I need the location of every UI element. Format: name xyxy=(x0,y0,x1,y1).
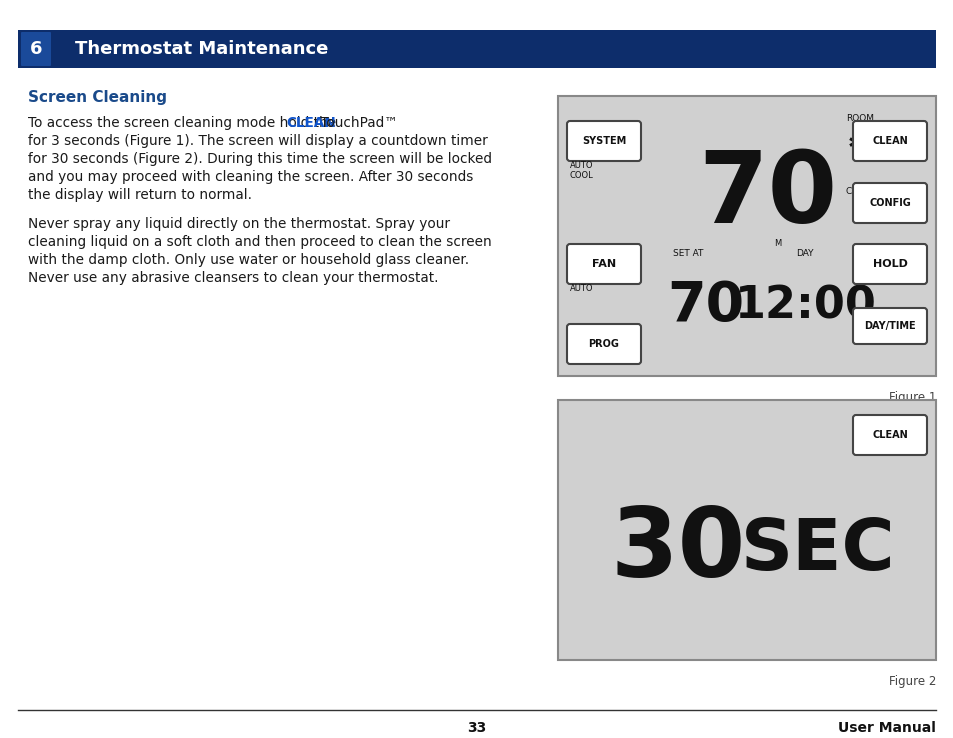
Text: 6: 6 xyxy=(30,40,42,58)
Text: Never use any abrasive cleansers to clean your thermostat.: Never use any abrasive cleansers to clea… xyxy=(28,271,438,285)
Text: 33: 33 xyxy=(467,721,486,735)
Text: and you may proceed with cleaning the screen. After 30 seconds: and you may proceed with cleaning the sc… xyxy=(28,170,473,184)
FancyBboxPatch shape xyxy=(566,121,640,161)
Bar xyxy=(558,400,935,660)
FancyBboxPatch shape xyxy=(566,324,640,364)
Text: 70: 70 xyxy=(667,279,743,333)
Text: cleaning liquid on a soft cloth and then proceed to clean the screen: cleaning liquid on a soft cloth and then… xyxy=(28,235,491,249)
FancyBboxPatch shape xyxy=(852,121,926,161)
FancyBboxPatch shape xyxy=(852,183,926,223)
Text: SET AT: SET AT xyxy=(672,249,702,258)
Text: HOLD: HOLD xyxy=(872,259,906,269)
FancyBboxPatch shape xyxy=(852,244,926,284)
Text: for 3 seconds (Figure 1). The screen will display a countdown timer: for 3 seconds (Figure 1). The screen wil… xyxy=(28,134,487,148)
Text: SEC: SEC xyxy=(740,517,894,585)
Text: DAY: DAY xyxy=(795,249,813,258)
Text: 30: 30 xyxy=(610,504,745,597)
Text: TouchPad™: TouchPad™ xyxy=(315,116,397,130)
Bar xyxy=(18,30,935,68)
FancyBboxPatch shape xyxy=(21,32,51,66)
Text: Thermostat Maintenance: Thermostat Maintenance xyxy=(75,40,328,58)
Text: 12:00: 12:00 xyxy=(735,285,876,328)
Text: the display will return to normal.: the display will return to normal. xyxy=(28,188,252,202)
Text: PROG: PROG xyxy=(588,339,618,349)
Text: PM: PM xyxy=(855,318,867,327)
Text: Never spray any liquid directly on the thermostat. Spray your: Never spray any liquid directly on the t… xyxy=(28,217,450,231)
Text: DAY/TIME: DAY/TIME xyxy=(863,321,915,331)
Text: for 30 seconds (Figure 2). During this time the screen will be locked: for 30 seconds (Figure 2). During this t… xyxy=(28,152,492,166)
Text: AUTO
COOL: AUTO COOL xyxy=(569,161,593,180)
Text: AUTO: AUTO xyxy=(569,284,593,293)
Text: M: M xyxy=(774,240,781,249)
Text: ✱: ✱ xyxy=(847,134,863,153)
Text: FAN: FAN xyxy=(591,259,616,269)
Text: SYSTEM: SYSTEM xyxy=(581,136,625,146)
Text: ROOM: ROOM xyxy=(845,114,873,123)
Text: Figure 1: Figure 1 xyxy=(887,391,935,404)
FancyBboxPatch shape xyxy=(566,244,640,284)
Text: CLEAN: CLEAN xyxy=(871,430,907,440)
Text: User Manual: User Manual xyxy=(838,721,935,735)
FancyBboxPatch shape xyxy=(852,308,926,344)
Text: with the damp cloth. Only use water or household glass cleaner.: with the damp cloth. Only use water or h… xyxy=(28,253,469,267)
Bar xyxy=(558,96,935,376)
Text: Screen Cleaning: Screen Cleaning xyxy=(28,90,167,105)
Text: CLEAN: CLEAN xyxy=(871,136,907,146)
Text: CLEAN: CLEAN xyxy=(287,116,336,130)
FancyBboxPatch shape xyxy=(852,415,926,455)
Text: Figure 2: Figure 2 xyxy=(887,675,935,688)
Text: To access the screen cleaning mode hold the: To access the screen cleaning mode hold … xyxy=(28,116,340,130)
Text: CONFIG: CONFIG xyxy=(868,198,910,208)
Text: 70: 70 xyxy=(698,148,837,244)
Text: COOL ON: COOL ON xyxy=(845,187,887,196)
